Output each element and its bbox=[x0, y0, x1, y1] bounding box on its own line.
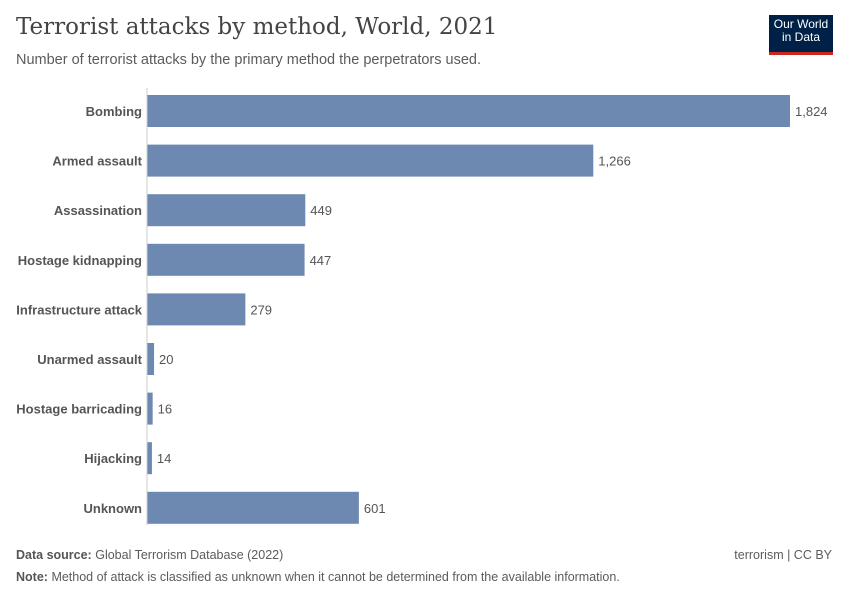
category-label: Bombing bbox=[86, 104, 142, 119]
value-label: 279 bbox=[250, 302, 272, 317]
value-label: 1,266 bbox=[598, 154, 631, 169]
value-label: 14 bbox=[157, 451, 171, 466]
category-label: Unarmed assault bbox=[37, 352, 142, 367]
bar[interactable] bbox=[147, 343, 155, 375]
value-label: 449 bbox=[310, 203, 332, 218]
category-label: Assassination bbox=[54, 203, 142, 218]
value-label: 447 bbox=[310, 253, 332, 268]
category-label: Hostage kidnapping bbox=[18, 253, 142, 268]
category-label: Unknown bbox=[84, 501, 143, 516]
bar[interactable] bbox=[147, 95, 790, 127]
value-label: 1,824 bbox=[795, 104, 828, 119]
bar-chart: Bombing 1,824 Armed assault 1,266 Assassinat… bbox=[16, 88, 828, 525]
bar[interactable] bbox=[147, 442, 152, 475]
license-link[interactable]: terrorism | CC BY bbox=[734, 548, 832, 562]
source-link[interactable]: Global Terrorism Database (2022) bbox=[95, 548, 284, 562]
bar[interactable] bbox=[147, 293, 246, 326]
chart-title: Terrorist attacks by method, World, 2021 bbox=[16, 14, 498, 40]
category-label: Hijacking bbox=[84, 451, 142, 466]
bar[interactable] bbox=[147, 491, 359, 524]
chart-subtitle: Number of terrorist attacks by the prima… bbox=[16, 52, 482, 68]
owid-logo[interactable]: Our World in Data bbox=[769, 15, 833, 55]
value-label: 20 bbox=[159, 352, 173, 367]
category-label: Armed assault bbox=[52, 154, 142, 169]
value-label: 16 bbox=[158, 402, 172, 417]
category-label: Infrastructure attack bbox=[16, 302, 142, 317]
bar[interactable] bbox=[147, 243, 305, 276]
bar[interactable] bbox=[147, 392, 153, 425]
data-source: Data source: Global Terrorism Database (… bbox=[16, 548, 284, 562]
category-label: Hostage barricading bbox=[16, 402, 142, 417]
note: Note: Method of attack is classified as … bbox=[16, 570, 620, 584]
bar[interactable] bbox=[147, 144, 594, 177]
value-label: 601 bbox=[364, 501, 386, 516]
bar[interactable] bbox=[147, 194, 306, 227]
